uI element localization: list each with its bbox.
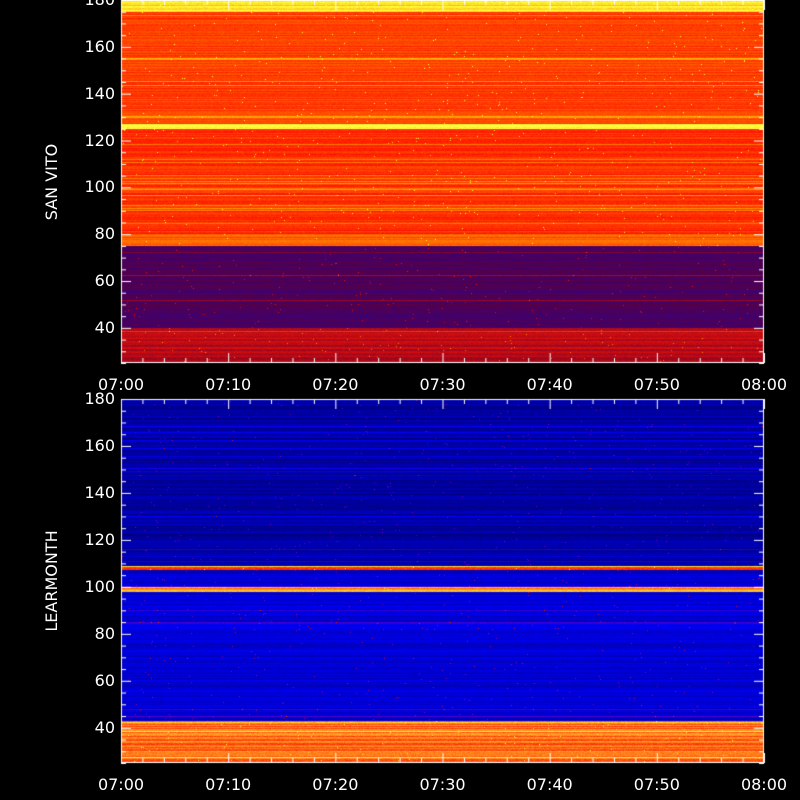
spectrogram-canvas [0, 0, 800, 800]
